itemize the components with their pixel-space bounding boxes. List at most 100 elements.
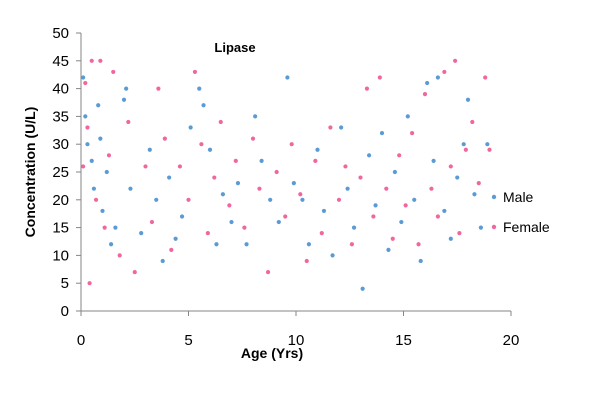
y-tick-label: 50 bbox=[52, 25, 69, 42]
point-male bbox=[285, 75, 290, 80]
point-male bbox=[128, 186, 133, 191]
point-male bbox=[478, 225, 483, 230]
point-male bbox=[96, 103, 101, 108]
point-male bbox=[214, 242, 219, 247]
point-female bbox=[199, 142, 204, 147]
point-male bbox=[147, 147, 152, 152]
point-female bbox=[81, 164, 86, 169]
point-male bbox=[121, 97, 127, 102]
point-female bbox=[93, 197, 99, 202]
point-male bbox=[139, 231, 144, 236]
point-female bbox=[87, 281, 92, 286]
point-female bbox=[304, 258, 309, 264]
point-female bbox=[169, 247, 174, 252]
point-male bbox=[442, 208, 447, 214]
point-female bbox=[149, 219, 155, 225]
x-tick-label: 0 bbox=[77, 332, 85, 349]
point-male bbox=[109, 242, 114, 247]
point-male bbox=[85, 142, 90, 147]
point-female bbox=[457, 231, 462, 236]
point-male bbox=[373, 203, 378, 208]
legend-marker-male bbox=[491, 194, 497, 200]
point-female bbox=[250, 136, 256, 141]
point-female bbox=[463, 147, 468, 152]
point-male bbox=[392, 169, 397, 175]
point-male bbox=[367, 153, 372, 158]
point-male bbox=[81, 75, 86, 80]
point-male bbox=[188, 125, 193, 130]
point-female bbox=[343, 164, 348, 169]
point-male bbox=[160, 258, 165, 264]
y-tick-label: 40 bbox=[52, 81, 69, 98]
y-tick-label: 30 bbox=[52, 136, 69, 153]
point-female bbox=[313, 158, 318, 163]
point-female bbox=[98, 58, 103, 63]
point-female bbox=[132, 269, 137, 275]
point-female bbox=[435, 214, 440, 219]
point-female bbox=[448, 164, 453, 169]
point-male bbox=[300, 197, 305, 202]
point-male bbox=[431, 158, 436, 163]
point-female bbox=[218, 119, 223, 125]
point-male bbox=[455, 175, 460, 180]
point-male bbox=[173, 236, 178, 241]
point-female bbox=[397, 153, 402, 158]
y-tick-label: 45 bbox=[52, 53, 69, 70]
point-female bbox=[328, 125, 333, 130]
point-male bbox=[89, 158, 94, 163]
point-female bbox=[143, 164, 148, 169]
point-male bbox=[425, 80, 430, 86]
point-male bbox=[113, 225, 118, 230]
point-male bbox=[386, 247, 391, 252]
point-female bbox=[156, 86, 161, 91]
point-male bbox=[259, 158, 264, 163]
point-female bbox=[111, 69, 116, 75]
point-male bbox=[485, 142, 490, 147]
point-female bbox=[126, 119, 131, 125]
point-female bbox=[192, 69, 198, 75]
point-male bbox=[244, 242, 249, 247]
point-female bbox=[410, 130, 415, 136]
y-tick-label: 35 bbox=[52, 108, 69, 125]
point-female bbox=[89, 58, 94, 63]
point-male bbox=[465, 97, 471, 102]
point-male bbox=[104, 169, 109, 175]
point-male bbox=[268, 197, 273, 202]
y-tick-label: 5 bbox=[61, 275, 69, 292]
y-axis-ticks: 0 5 10 15 20 25 30 35 40 45 50 bbox=[52, 25, 81, 320]
x-tick-label: 15 bbox=[395, 332, 412, 349]
point-female bbox=[476, 181, 481, 186]
point-female bbox=[162, 136, 167, 141]
point-female bbox=[186, 197, 191, 202]
point-male bbox=[321, 208, 327, 214]
point-male bbox=[339, 125, 344, 130]
y-tick-label: 20 bbox=[52, 192, 69, 209]
point-male bbox=[98, 136, 103, 141]
point-female bbox=[265, 269, 271, 275]
x-axis-ticks: 0 5 10 15 20 bbox=[77, 311, 520, 349]
y-axis-title: Concentration (U/L) bbox=[22, 107, 38, 238]
point-female bbox=[422, 92, 428, 97]
point-male bbox=[154, 197, 159, 202]
point-female bbox=[483, 75, 488, 80]
point-female bbox=[349, 242, 354, 247]
legend-marker-female bbox=[491, 224, 497, 230]
point-female bbox=[85, 125, 90, 130]
point-female bbox=[470, 119, 475, 125]
point-female bbox=[442, 69, 447, 75]
point-male bbox=[461, 142, 466, 147]
x-tick-label: 20 bbox=[503, 332, 520, 349]
point-female bbox=[429, 186, 434, 191]
point-female bbox=[102, 225, 107, 230]
x-tick-label: 10 bbox=[288, 332, 305, 349]
point-female bbox=[233, 158, 238, 163]
point-male bbox=[201, 103, 206, 108]
point-male bbox=[418, 258, 423, 264]
x-axis-title: Age (Yrs) bbox=[241, 345, 303, 361]
point-female bbox=[205, 231, 210, 236]
point-female bbox=[371, 214, 376, 219]
point-female bbox=[298, 192, 303, 197]
chart-title: Lipase bbox=[214, 40, 255, 55]
point-female bbox=[358, 175, 363, 180]
point-male bbox=[100, 208, 105, 214]
